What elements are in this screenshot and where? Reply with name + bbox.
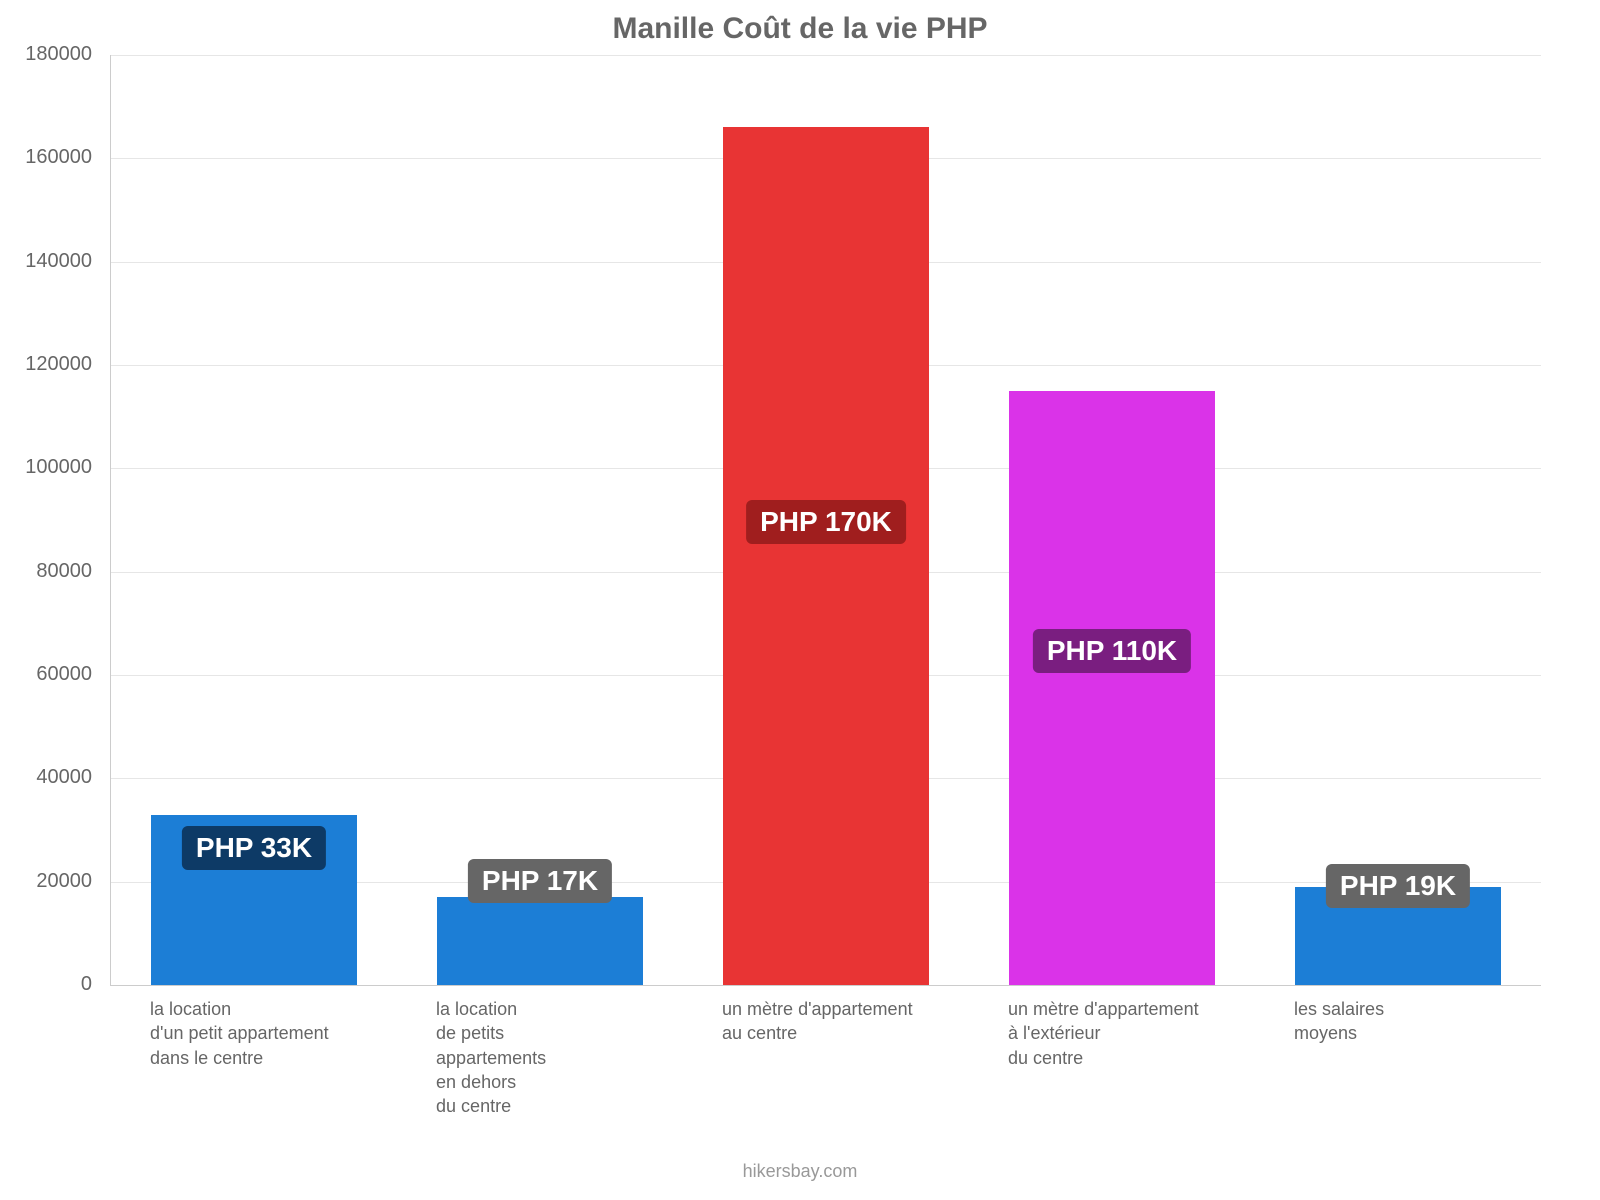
bar — [723, 127, 929, 985]
x-tick-label: un mètre d'appartement à l'extérieur du … — [1008, 997, 1214, 1070]
value-badge: PHP 19K — [1326, 864, 1470, 908]
value-badge: PHP 33K — [182, 826, 326, 870]
x-tick-label: les salaires moyens — [1294, 997, 1500, 1046]
y-tick-label: 140000 — [0, 250, 92, 273]
y-tick-label: 120000 — [0, 353, 92, 376]
cost-of-living-chart: Manille Coût de la vie PHP PHP 33K PHP 17… — [0, 0, 1600, 1200]
y-tick-label: 100000 — [0, 456, 92, 479]
bar — [437, 897, 643, 985]
x-tick-label: la location de petits appartements en de… — [436, 997, 642, 1118]
chart-title: Manille Coût de la vie PHP — [0, 12, 1600, 46]
value-badge: PHP 110K — [1033, 629, 1191, 673]
y-tick-label: 40000 — [0, 766, 92, 789]
y-tick-label: 60000 — [0, 663, 92, 686]
gridline — [111, 55, 1541, 56]
plot-area: PHP 33K PHP 17K PHP 170K PHP 110K PHP 19K — [110, 55, 1541, 986]
bar — [1009, 391, 1215, 985]
value-badge: PHP 170K — [746, 500, 906, 544]
value-badge: PHP 17K — [468, 859, 612, 903]
x-tick-label: la location d'un petit appartement dans … — [150, 997, 356, 1070]
y-tick-label: 80000 — [0, 560, 92, 583]
y-tick-label: 180000 — [0, 43, 92, 66]
y-tick-label: 160000 — [0, 146, 92, 169]
y-tick-label: 20000 — [0, 870, 92, 893]
x-tick-label: un mètre d'appartement au centre — [722, 997, 928, 1046]
y-tick-label: 0 — [0, 973, 92, 996]
attribution: hikersbay.com — [0, 1161, 1600, 1182]
